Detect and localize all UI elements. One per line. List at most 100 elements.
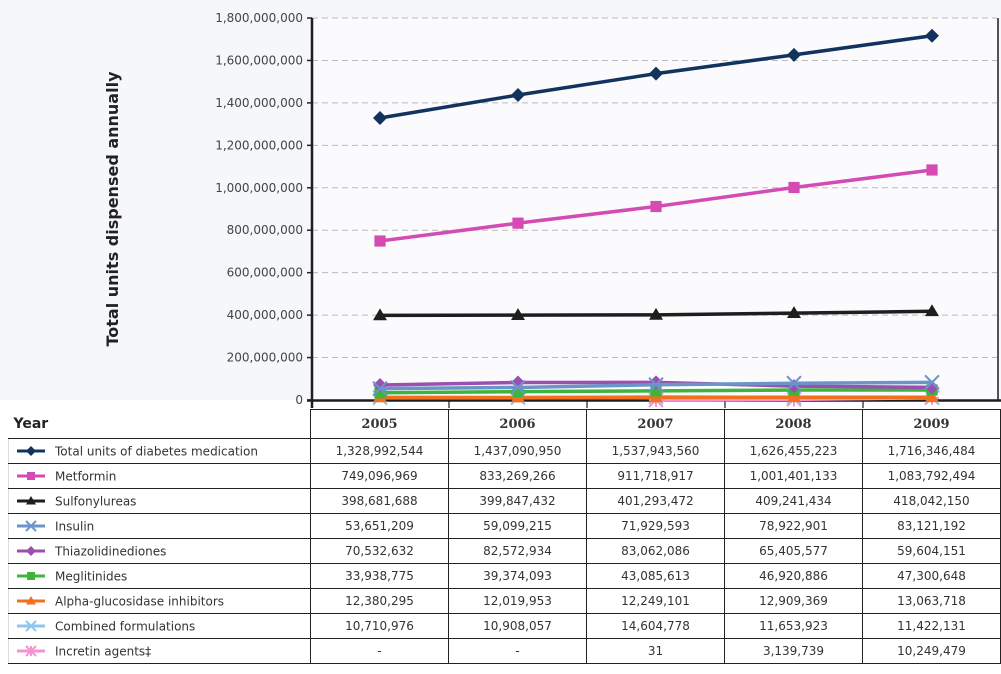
triangle-marker-icon (17, 496, 45, 505)
year-header: 2007 (586, 409, 725, 439)
table-row: Incretin agents‡ - -31 3,139,739 10,249,479 (8, 638, 1001, 664)
data-value-cell: 31 (586, 638, 725, 664)
data-point-marker (926, 164, 938, 176)
data-point-marker (510, 379, 526, 396)
y-tick-label: 1,600,000,000 (215, 53, 303, 67)
y-tick-label: 1,000,000,000 (215, 181, 303, 195)
series-label: Insulin (55, 519, 95, 534)
table-header-row: Year 2005 2006 2007 2008 2009 (8, 409, 1001, 439)
data-point-marker (373, 110, 387, 125)
data-point-marker (925, 28, 939, 43)
data-value-cell: 14,604,778 (586, 613, 725, 639)
x-marker-icon (17, 520, 45, 532)
data-value-cell: 398,681,688 (310, 488, 449, 514)
data-value-cell: 1,626,455,223 (724, 438, 863, 464)
series-label: Meglitinides (55, 569, 128, 584)
legend-entry: Combined formulations (8, 613, 311, 639)
data-value-cell: 59,099,215 (448, 513, 587, 539)
data-point-marker (512, 386, 524, 398)
table-row: Combined formulations 10,710,976 10,908,05… (8, 613, 1001, 639)
table-row: Metformin 749,096,969 833,269,266 911,718,9… (8, 463, 1001, 489)
data-value-cell: 1,001,401,133 (724, 463, 863, 489)
y-tick-label: 600,000,000 (227, 266, 303, 280)
data-value-cell: 78,922,901 (724, 513, 863, 539)
year-header: 2006 (448, 409, 587, 439)
data-point-marker (372, 380, 388, 397)
data-value-cell: 33,938,775 (310, 563, 449, 589)
legend-entry: Meglitinides (8, 563, 311, 589)
series-label: Total units of diabetes medication (55, 444, 258, 459)
year-header: 2005 (310, 409, 449, 439)
series-metformin (374, 164, 938, 247)
series-label: Sulfonylureas (55, 494, 137, 509)
gridlines (312, 17, 997, 359)
data-value-cell: 83,121,192 (862, 513, 1001, 539)
table-row: Total units of diabetes medication 1,328,… (8, 438, 1001, 464)
legend-entry: Insulin (8, 513, 311, 539)
data-value-cell: 53,651,209 (310, 513, 449, 539)
table-row: Meglitinides 33,938,775 39,374,093 43,085,6… (8, 563, 1001, 589)
table-row: Thiazolidinediones 70,532,632 82,572,934 83… (8, 538, 1001, 564)
data-value-cell: 82,572,934 (448, 538, 587, 564)
data-point-marker (788, 181, 800, 194)
asterisk-marker-icon (17, 645, 45, 657)
series-total-units-of-diabetes-medication (373, 28, 939, 125)
data-value-cell: 10,249,479 (862, 638, 1001, 664)
diamond-marker-icon (17, 446, 45, 457)
data-value-cell: 418,042,150 (862, 488, 1001, 514)
square-marker-icon (17, 572, 45, 581)
table-row: Insulin 53,651,209 59,099,215 71,929,593 78,… (8, 513, 1001, 539)
data-point-marker (787, 390, 801, 403)
data-value-cell: 12,019,953 (448, 588, 587, 614)
data-value-cell: - (310, 638, 449, 664)
legend-entry: Total units of diabetes medication (8, 438, 311, 464)
data-point-marker (374, 387, 386, 399)
data-value-cell: 1,716,346,484 (862, 438, 1001, 464)
series-label: Incretin agents‡ (55, 644, 152, 659)
data-value-cell: 10,908,057 (448, 613, 587, 639)
y-tick-label: 200,000,000 (227, 351, 303, 365)
y-tick-label: 1,200,000,000 (215, 138, 303, 152)
data-point-marker (787, 306, 801, 319)
series-label: Combined formulations (55, 619, 196, 634)
series-insulin (372, 374, 940, 397)
data-value-cell: 911,718,917 (586, 463, 725, 489)
line-chart: 0 200,000,000 400,000,000 600,000,000 800,00… (103, 11, 1001, 408)
data-point-marker (649, 307, 663, 320)
data-value-cell: 71,929,593 (586, 513, 725, 539)
triangle-marker-icon (17, 596, 45, 605)
data-value-cell: 59,604,151 (862, 538, 1001, 564)
data-value-cell: 401,293,472 (586, 488, 725, 514)
legend-entry: Sulfonylureas (8, 488, 311, 514)
data-point-marker (650, 385, 662, 397)
y-tick-label: 800,000,000 (227, 223, 303, 237)
legend-entry: Incretin agents‡ (8, 638, 311, 664)
year-header: 2008 (724, 409, 863, 439)
data-value-cell: 46,920,886 (724, 563, 863, 589)
data-value-cell: 833,269,266 (448, 463, 587, 489)
y-axis-ticks: 0 200,000,000 400,000,000 600,000,000 800,00… (215, 11, 312, 407)
data-value-cell: 70,532,632 (310, 538, 449, 564)
data-point-marker (649, 66, 663, 81)
data-value-cell: 83,062,086 (586, 538, 725, 564)
data-value-cell: 399,847,432 (448, 488, 587, 514)
data-point-marker (511, 88, 525, 103)
legend-entry: Alpha-glucosidase inhibitors (8, 588, 311, 614)
data-point-marker (787, 47, 801, 62)
data-value-cell: 12,249,101 (586, 588, 725, 614)
data-point-marker (511, 308, 525, 321)
y-tick-label: 1,800,000,000 (215, 11, 303, 25)
data-value-cell: 47,300,648 (862, 563, 1001, 589)
y-tick-label: 1,400,000,000 (215, 96, 303, 110)
series-label: Alpha-glucosidase inhibitors (55, 594, 225, 609)
series-lines (372, 28, 940, 408)
data-value-cell: 65,405,577 (724, 538, 863, 564)
data-table: Year 2005 2006 2007 2008 2009 Total unit… (8, 409, 1001, 664)
data-value-cell: 3,139,739 (724, 638, 863, 664)
data-point-marker (925, 304, 939, 317)
data-value-cell: 409,241,434 (724, 488, 863, 514)
data-point-marker (512, 217, 524, 229)
data-value-cell: 13,063,718 (862, 588, 1001, 614)
data-value-cell: 11,422,131 (862, 613, 1001, 639)
legend-entry: Metformin (8, 463, 311, 489)
